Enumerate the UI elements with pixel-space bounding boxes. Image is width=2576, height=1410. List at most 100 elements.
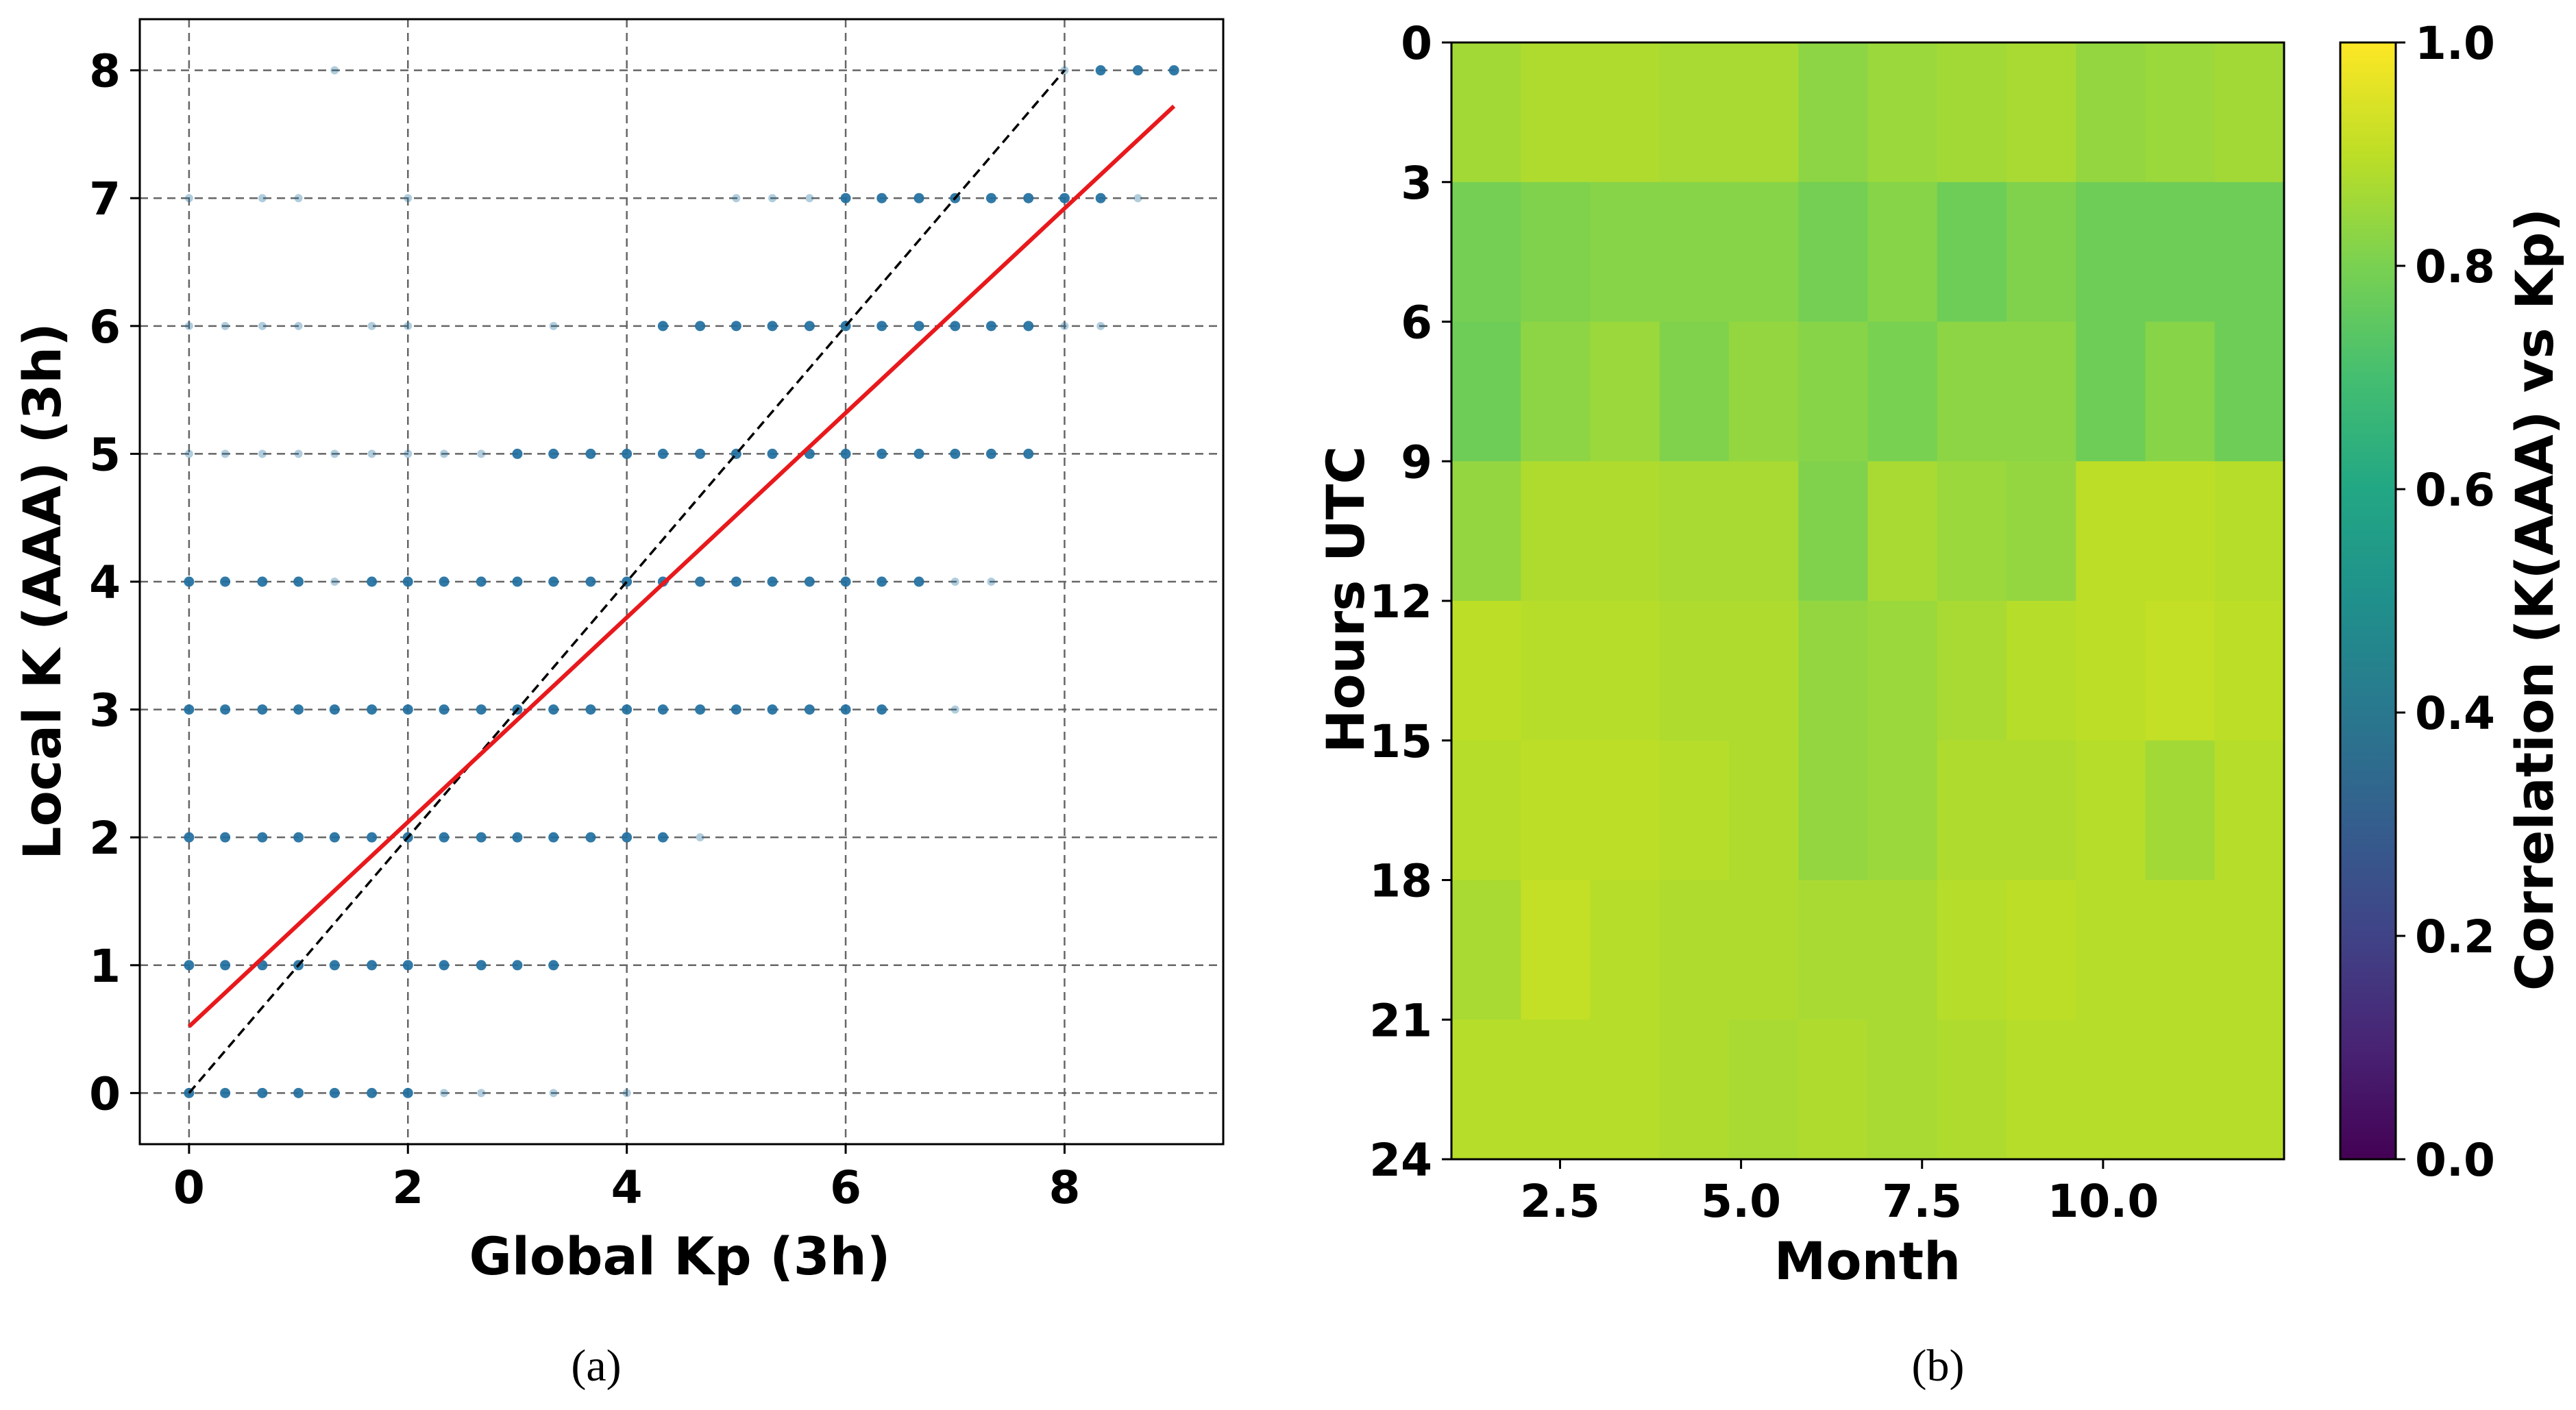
heatmap-cell [1451, 321, 1521, 462]
scatter-point [548, 704, 559, 715]
scatter-point [512, 832, 523, 843]
heatmap-cell [1798, 740, 1869, 881]
scatter-point [184, 832, 195, 843]
heatmap-y-tick-label: 12 [1369, 576, 1432, 628]
colorbar-tick-label: 1.0 [2415, 17, 2495, 70]
colorbar-tick-label: 0.8 [2415, 240, 2495, 293]
scatter-point [367, 576, 378, 587]
heatmap-cell [1937, 461, 2007, 602]
heatmap-cell [2076, 461, 2146, 602]
heatmap-cell [1521, 42, 1591, 183]
heatmap-cell [1451, 182, 1521, 323]
scatter-point [439, 832, 450, 843]
heatmap-cell [2214, 182, 2285, 323]
scatter-point [293, 832, 304, 843]
scatter-point [220, 832, 231, 843]
heatmap-cell [2145, 601, 2216, 741]
scatter-point-faint [184, 321, 193, 330]
scatter-point [950, 448, 961, 459]
scatter-point-faint [330, 66, 339, 75]
heatmap-cell [2007, 601, 2076, 741]
heatmap-cell [1729, 740, 1799, 881]
heatmap-cell [1659, 740, 1730, 881]
scatter-point [367, 960, 378, 971]
heatmap-cell [1937, 1019, 2007, 1160]
heatmap-cell [1451, 461, 1521, 602]
scatter-point-faint [184, 449, 193, 458]
scatter-point [512, 960, 523, 971]
heatmap-cell [1798, 321, 1869, 462]
colorbar-gradient [2339, 41, 2397, 1161]
scatter-point [876, 448, 887, 459]
heatmap-cell [2214, 1019, 2285, 1160]
heatmap-cell [1521, 1019, 1591, 1160]
scatter-point [439, 960, 450, 971]
scatter-point-faint [404, 194, 413, 203]
heatmap-cell [1659, 1019, 1730, 1160]
colorbar-tick-label: 0.4 [2415, 687, 2495, 740]
scatter-point [367, 1087, 378, 1098]
scatter-point [402, 1087, 413, 1098]
scatter-point [950, 321, 961, 332]
heatmap-cell [1451, 1019, 1521, 1160]
scatter-point [840, 576, 851, 587]
scatter-point [585, 576, 596, 587]
scatter-point-faint [477, 1089, 486, 1098]
regression-fit-line [187, 104, 1176, 1028]
colorbar-tick-label: 0.0 [2415, 1134, 2495, 1187]
heatmap-cell [2076, 321, 2146, 462]
scatter-point [184, 704, 195, 715]
heatmap-cell [1937, 601, 2007, 741]
scatter-point [913, 321, 924, 332]
scatter-point [985, 193, 996, 203]
heatmap-cell [1867, 1019, 1938, 1160]
scatter-point [622, 832, 633, 843]
heatmap-cell [1590, 461, 1660, 602]
scatter-y-tick-label: 4 [89, 556, 121, 609]
colorbar-label: Correlation (K(AAA) vs Kp) [2504, 208, 2565, 991]
heatmap-cell [1937, 321, 2007, 462]
heatmap-cell [1798, 182, 1869, 323]
heatmap-cell [2007, 880, 2076, 1020]
heatmap-y-tick-label: 24 [1369, 1134, 1432, 1187]
scatter-point [402, 704, 413, 715]
heatmap-cell [1659, 601, 1730, 741]
scatter-point-faint [732, 194, 741, 203]
heatmap-x-tick-label: 5.0 [1701, 1175, 1781, 1228]
scatter-point-faint [477, 449, 486, 458]
scatter-point [293, 704, 304, 715]
heatmap-cell [1729, 461, 1799, 602]
heatmap-cell [1521, 601, 1591, 741]
scatter-point [548, 448, 559, 459]
heatmap-cell [2076, 182, 2146, 323]
heatmap-x-ticks: 2.5 5.0 7.5 10.0 [1520, 1159, 2159, 1228]
scatter-point-faint [184, 194, 193, 203]
scatter-point-faint [404, 449, 413, 458]
scatter-point-faint [439, 449, 448, 458]
scatter-point [585, 448, 596, 459]
scatter-point-faint [549, 1089, 558, 1098]
scatter-point [184, 960, 195, 971]
scatter-point-faint [330, 449, 339, 458]
colorbar-tick-label: 0.6 [2415, 464, 2495, 517]
scatter-point [767, 576, 778, 587]
heatmap-cell [1451, 740, 1521, 881]
scatter-point [840, 193, 851, 203]
scatter-point [220, 704, 231, 715]
heatmap-cell [2007, 740, 2076, 881]
scatter-point [257, 1087, 268, 1098]
heatmap-cell [1659, 321, 1730, 462]
heatmap-cell [2145, 880, 2216, 1020]
heatmap-x-tick-label: 7.5 [1882, 1175, 1962, 1228]
heatmap-cell [1798, 461, 1869, 602]
heatmap-cell [1867, 321, 1938, 462]
scatter-point [695, 576, 706, 587]
scatter-point [695, 448, 706, 459]
scatter-point [1023, 193, 1034, 203]
heatmap-cell [1590, 321, 1660, 462]
heatmap-cell [2145, 461, 2216, 602]
scatter-y-ticks: 0 1 2 3 4 5 6 7 8 [89, 45, 140, 1120]
scatter-point [329, 960, 340, 971]
heatmap-cell [2214, 321, 2285, 462]
scatter-point [876, 704, 887, 715]
